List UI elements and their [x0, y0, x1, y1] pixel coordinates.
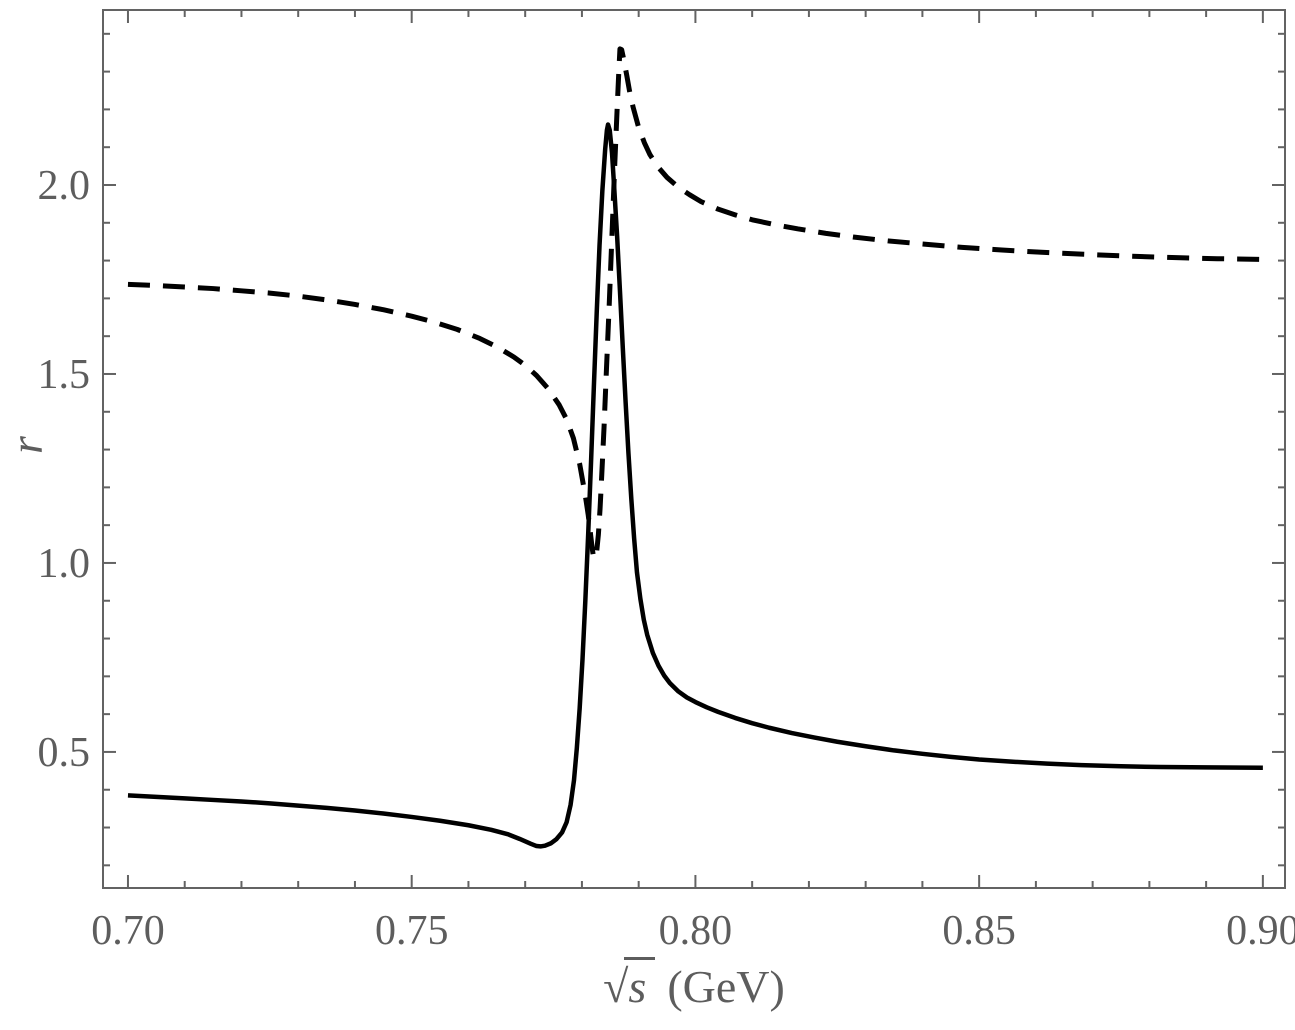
plot-frame [102, 9, 1286, 889]
solid-curve [127, 122, 1263, 849]
x-tick-label: 0.75 [375, 908, 449, 954]
x-axis-unit: (GeV) [667, 961, 785, 1012]
sqrt-radical-icon: √ [603, 961, 628, 1012]
sqrt-argument: s [624, 957, 656, 1012]
dashed-curve [127, 46, 1263, 561]
x-tick-label: 0.70 [91, 908, 165, 954]
x-tick-label: 0.80 [659, 908, 733, 954]
y-tick-label: 1.0 [38, 541, 91, 587]
y-axis-label-text: r [0, 436, 52, 454]
y-axis-label: r [0, 436, 53, 454]
y-tick-label: 2.0 [38, 163, 91, 209]
x-tick-label: 0.85 [942, 908, 1016, 954]
x-tick-label: 0.90 [1226, 908, 1295, 954]
x-axis-label: √s (GeV) [103, 957, 1285, 1013]
y-tick-label: 0.5 [38, 730, 91, 776]
y-tick-label: 1.5 [38, 352, 91, 398]
